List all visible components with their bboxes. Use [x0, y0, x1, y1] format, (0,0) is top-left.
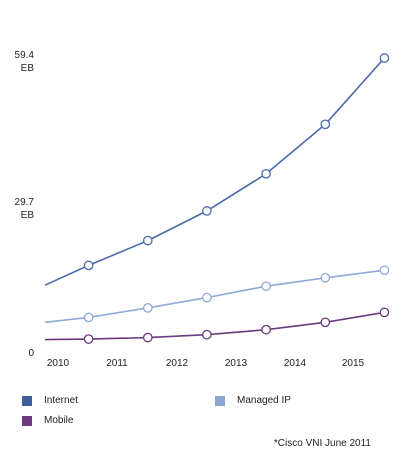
data-point-internet [320, 119, 331, 130]
legend-item-internet: Internet [22, 395, 78, 406]
series-layer [44, 53, 390, 344]
data-point-mobile [261, 324, 271, 335]
y-tick-label: 29.7 [15, 197, 35, 208]
legend-item-mobile: Mobile [22, 415, 73, 426]
data-point-managed-ip [202, 292, 212, 303]
series-mobile [44, 307, 390, 344]
y-tick-label: 0 [28, 348, 34, 359]
data-point-mobile [379, 307, 390, 318]
x-tick-label: 2011 [106, 358, 128, 369]
data-point-mobile [142, 332, 153, 343]
data-point-internet [379, 53, 390, 63]
data-point-mobile [83, 334, 94, 344]
legend-item-managed-ip: Managed IP [215, 395, 291, 406]
y-tick-label: EB [21, 63, 35, 74]
data-point-managed-ip [261, 281, 271, 292]
legend-swatch-managed-ip [215, 395, 225, 406]
data-point-managed-ip [379, 265, 390, 276]
legend-swatch-internet [22, 395, 32, 406]
x-tick-label: 2015 [342, 358, 365, 369]
x-tick-label: 2013 [225, 358, 248, 369]
data-point-mobile [202, 329, 212, 340]
data-point-internet [142, 235, 153, 246]
series-managed-ip [44, 265, 390, 324]
legend-swatch-mobile [22, 415, 32, 426]
source-note: *Cisco VNI June 2011 [273, 438, 371, 449]
x-tick-label: 2014 [284, 358, 307, 369]
legend-label-mobile: Mobile [44, 415, 74, 426]
data-point-managed-ip [142, 303, 153, 313]
series-line-internet [44, 57, 385, 286]
series-line-managed-ip [44, 269, 385, 324]
data-point-managed-ip [320, 272, 331, 283]
data-point-mobile [320, 317, 331, 328]
x-tick-label: 2012 [166, 358, 189, 369]
data-point-internet [261, 168, 271, 179]
x-axis-ticks: 2010 2011 2012 2013 2014 2015 [47, 358, 365, 369]
y-tick-label: EB [21, 210, 35, 221]
data-point-internet [83, 260, 94, 271]
series-internet [44, 53, 390, 286]
x-tick-label: 2010 [47, 358, 70, 369]
y-axis-ticks: 59.4 EB 29.7 EB 0 [15, 50, 35, 359]
data-point-internet [202, 206, 212, 216]
legend-label-internet: Internet [44, 395, 78, 406]
legend-label-managed-ip: Managed IP [237, 395, 291, 406]
y-tick-label: 59.4 [15, 50, 35, 61]
data-point-managed-ip [83, 312, 94, 323]
